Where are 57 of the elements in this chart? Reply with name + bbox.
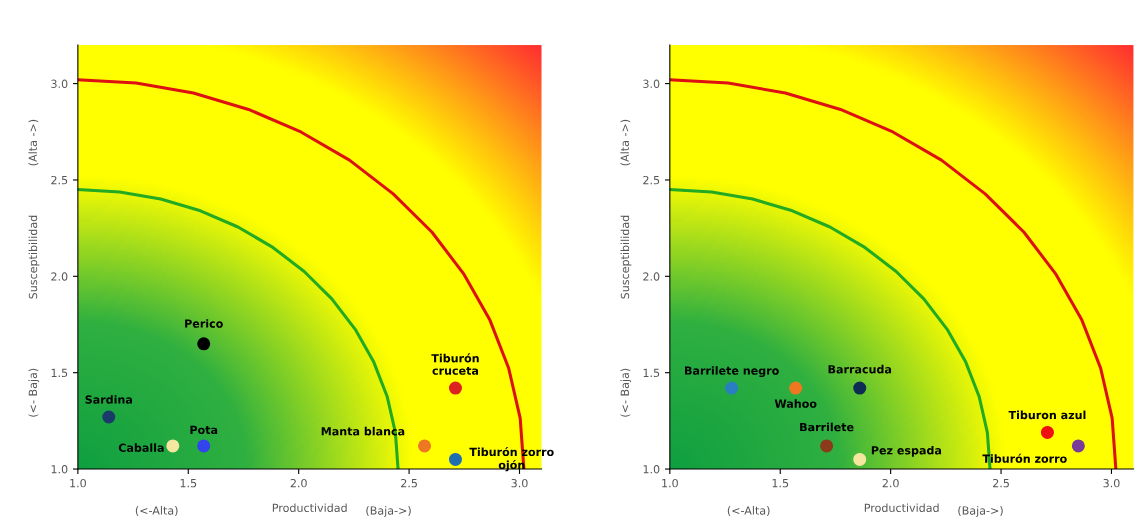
y-tick-label: 1.5 — [51, 368, 68, 378]
point — [448, 381, 462, 395]
point — [853, 452, 867, 466]
text: (<- Baja) — [620, 368, 632, 417]
text: (Baja->) — [958, 506, 1003, 517]
y-axis-title: Susceptibilidad — [28, 215, 40, 299]
x-tick-label: 3.0 — [511, 478, 528, 488]
series-label: Barrilete negro — [685, 366, 779, 377]
y-tick-label: 1.0 — [643, 465, 660, 474]
x-tick-label: 1.5 — [772, 479, 789, 488]
x-axis-title: Productividad — [864, 503, 939, 513]
y-tick-label: 1.0 — [51, 465, 68, 474]
x-tick-label: 3.0 — [1103, 478, 1120, 488]
y-tick-label: 3.0 — [51, 79, 68, 88]
x-tick-label: 2.5 — [993, 478, 1009, 488]
point — [789, 381, 803, 395]
point — [102, 410, 116, 424]
point — [820, 439, 834, 453]
x-tick-label: 2.5 — [401, 478, 417, 488]
series-label: Wahoo — [774, 399, 817, 408]
series-label: Tiburon azul — [1008, 410, 1086, 420]
x-axis-title: Productividad — [272, 503, 347, 513]
y-tick-label: 2.0 — [643, 272, 660, 281]
y-tick-label: 1.5 — [643, 368, 660, 378]
text: (Alta ->) — [28, 119, 39, 166]
y-tick-label: 2.5 — [643, 175, 660, 185]
point — [197, 439, 211, 453]
x-tick-label: 2.0 — [290, 478, 307, 488]
y-tick-label: 2.5 — [51, 175, 68, 185]
series-label: Barrilete — [800, 422, 854, 432]
text: (<- Baja) — [28, 368, 40, 417]
x-tick-label: 1.0 — [662, 478, 678, 488]
text: (Alta ->) — [620, 119, 631, 166]
series-label: Barracuda — [828, 364, 892, 374]
point — [853, 381, 867, 395]
series-label: Pota — [190, 425, 218, 435]
series-label: Tiburón cruceta — [431, 353, 479, 375]
y-axis-title: Susceptibilidad — [620, 215, 632, 299]
point — [725, 381, 739, 395]
series-label: Sardina — [85, 395, 132, 404]
x-tick-label: 1.5 — [180, 479, 197, 488]
point — [448, 452, 462, 466]
x-tick-label: 1.0 — [70, 478, 86, 488]
series-label: Perico — [185, 319, 223, 328]
point — [418, 439, 432, 453]
series-label: Pez espada — [871, 445, 942, 457]
x-tick-label: 2.0 — [882, 478, 899, 488]
text: (<-Alta) — [727, 506, 770, 516]
y-tick-label: 3.0 — [643, 79, 660, 88]
point — [1040, 425, 1054, 439]
text: (Baja->) — [366, 506, 411, 517]
text: (<-Alta) — [135, 506, 178, 516]
series-label: Caballa — [118, 443, 164, 452]
point — [166, 439, 180, 453]
point — [197, 337, 211, 351]
y-tick-label: 2.0 — [51, 272, 68, 281]
point — [1071, 439, 1085, 453]
